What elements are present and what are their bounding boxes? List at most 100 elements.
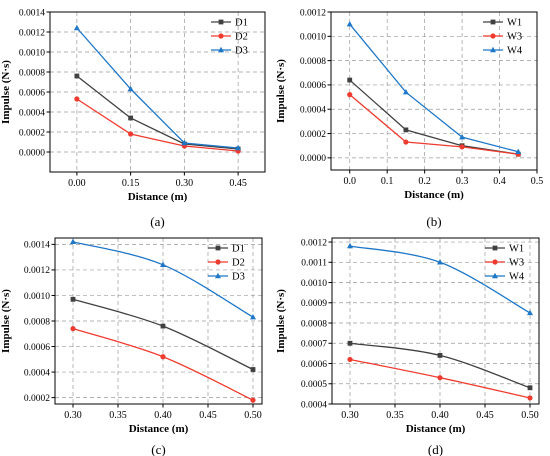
y-tick-label: 0.0005: [301, 380, 327, 390]
legend-marker-D3: [218, 46, 224, 53]
x-tick-label: 0.30: [176, 178, 194, 189]
data-point-W4: [527, 309, 533, 316]
y-tick-label: 0.0006: [19, 88, 45, 98]
y-axis-label: Impulse (N·s): [275, 59, 287, 123]
plot-frame: [330, 11, 538, 171]
legend-label-W1: W1: [507, 18, 522, 29]
x-tick-label: 0.50: [521, 410, 539, 421]
data-point-D1: [128, 115, 134, 121]
x-axis-label: Distance (m): [406, 423, 466, 435]
chart-panel-b: 0.0 0.1 0.2 0.3 0.4 0.5 0.0000 0.0002 0.0004 0.00…: [275, 0, 550, 229]
series-D2: [70, 326, 256, 403]
y-tick-label: 0.0010: [19, 48, 45, 58]
data-point-D2: [128, 131, 134, 137]
y-tick-label: 0.0004: [24, 368, 50, 378]
y-tick-label: 0.0000: [19, 148, 45, 158]
legend-marker-W4: [492, 272, 498, 279]
data-point-W4: [459, 133, 466, 140]
data-point-D1: [74, 73, 80, 79]
data-point-W3: [403, 139, 409, 145]
y-tick-label: 0.0010: [300, 33, 326, 43]
legend-label-D3: D3: [232, 272, 245, 283]
y-axis-label: Impulse (N·s): [275, 289, 287, 353]
x-tick-label: 0.45: [229, 178, 247, 189]
series-W1: [347, 340, 533, 391]
data-point-W4: [346, 20, 353, 27]
y-tick-label: 0.0008: [301, 319, 327, 329]
x-tick-label: 0.30: [64, 410, 82, 421]
y-tick-label: 0.0014: [19, 8, 45, 18]
series-W3: [347, 356, 533, 401]
data-point-W4: [402, 89, 409, 95]
data-point-W1: [347, 77, 353, 83]
y-tick-label: 0.0002: [24, 394, 50, 404]
y-tick-label: 0.0010: [24, 292, 50, 302]
chart-panel-c: 0.30 0.35 0.40 0.45 0.50 0.0002 0.0004 0.0006 0.…: [0, 228, 275, 456]
data-point-W3: [347, 356, 353, 363]
y-tick-label: 0.0012: [24, 266, 50, 276]
data-point-W4: [347, 242, 353, 249]
data-point-W1: [437, 353, 443, 358]
x-tick-label: 0.15: [122, 178, 140, 189]
legend-marker-W1: [492, 245, 498, 251]
panel-label: (b): [426, 214, 441, 229]
y-tick-label: 0.0011: [301, 259, 327, 269]
y-tick-label: 0.0012: [19, 28, 45, 38]
legend-marker-W3: [492, 259, 498, 265]
x-tick-label: 0.35: [386, 410, 404, 421]
x-axis-label: Distance (m): [128, 191, 188, 203]
x-axis-label: Distance (m): [404, 189, 464, 201]
data-point-D3: [250, 313, 256, 320]
data-point-W3: [527, 395, 533, 401]
legend-label-D2: D2: [235, 32, 248, 43]
data-point-W1: [403, 127, 409, 133]
y-tick-label: 0.0000: [300, 154, 326, 164]
data-point-D2: [74, 96, 80, 102]
legend-marker-D1: [215, 245, 221, 251]
data-point-W1: [527, 385, 533, 391]
y-axis-label: Impulse (N·s): [0, 289, 12, 353]
y-tick-label: 0.0002: [300, 130, 326, 140]
y-tick-label: 0.0006: [24, 343, 50, 353]
x-tick-label: 0.45: [199, 410, 217, 421]
data-point-D3: [181, 139, 188, 146]
series-line-D1: [76, 75, 239, 150]
legend-marker-W4: [490, 46, 496, 53]
series-line-W4: [349, 23, 519, 153]
legend-marker-W1: [490, 19, 496, 25]
series-W4: [346, 20, 522, 154]
y-tick-label: 0.0002: [19, 128, 45, 138]
x-tick-label: 0.00: [68, 178, 86, 189]
x-tick-label: 0.30: [341, 410, 359, 421]
legend-marker-D2: [218, 33, 224, 39]
series-W4: [347, 242, 533, 316]
chart-panel-d: 0.30 0.35 0.40 0.45 0.50 0.0004 0.0005 0.0006 0.…: [275, 228, 550, 456]
series-D3: [73, 24, 242, 151]
y-tick-label: 0.0006: [300, 81, 326, 91]
legend-label-W3: W3: [507, 32, 522, 43]
data-point-D3: [70, 238, 76, 245]
data-point-W3: [347, 92, 353, 98]
x-tick-label: 0.4: [493, 176, 506, 187]
legend-label-W4: W4: [507, 46, 523, 57]
x-tick-label: 0.35: [109, 410, 127, 421]
legend-label-W4: W4: [509, 272, 525, 283]
x-tick-label: 0.40: [154, 410, 172, 421]
legend-marker-D1: [218, 19, 224, 25]
y-tick-label: 0.0010: [301, 279, 327, 289]
series-W3: [347, 92, 521, 157]
panel-label: (d): [428, 442, 443, 456]
y-tick-label: 0.0004: [300, 106, 326, 116]
x-tick-label: 0.2: [418, 176, 431, 187]
data-point-D2: [70, 326, 76, 332]
x-tick-label: 0.40: [431, 410, 449, 421]
legend-marker-D2: [215, 259, 221, 265]
y-tick-label: 0.0012: [300, 8, 326, 18]
y-tick-label: 0.0008: [24, 317, 50, 327]
series-line-D3: [76, 27, 239, 149]
y-tick-label: 0.0008: [300, 57, 326, 67]
series-line-D2: [76, 98, 239, 152]
data-point-W4: [515, 148, 522, 154]
panel-label: (c): [151, 442, 165, 456]
series-D3: [70, 238, 256, 320]
